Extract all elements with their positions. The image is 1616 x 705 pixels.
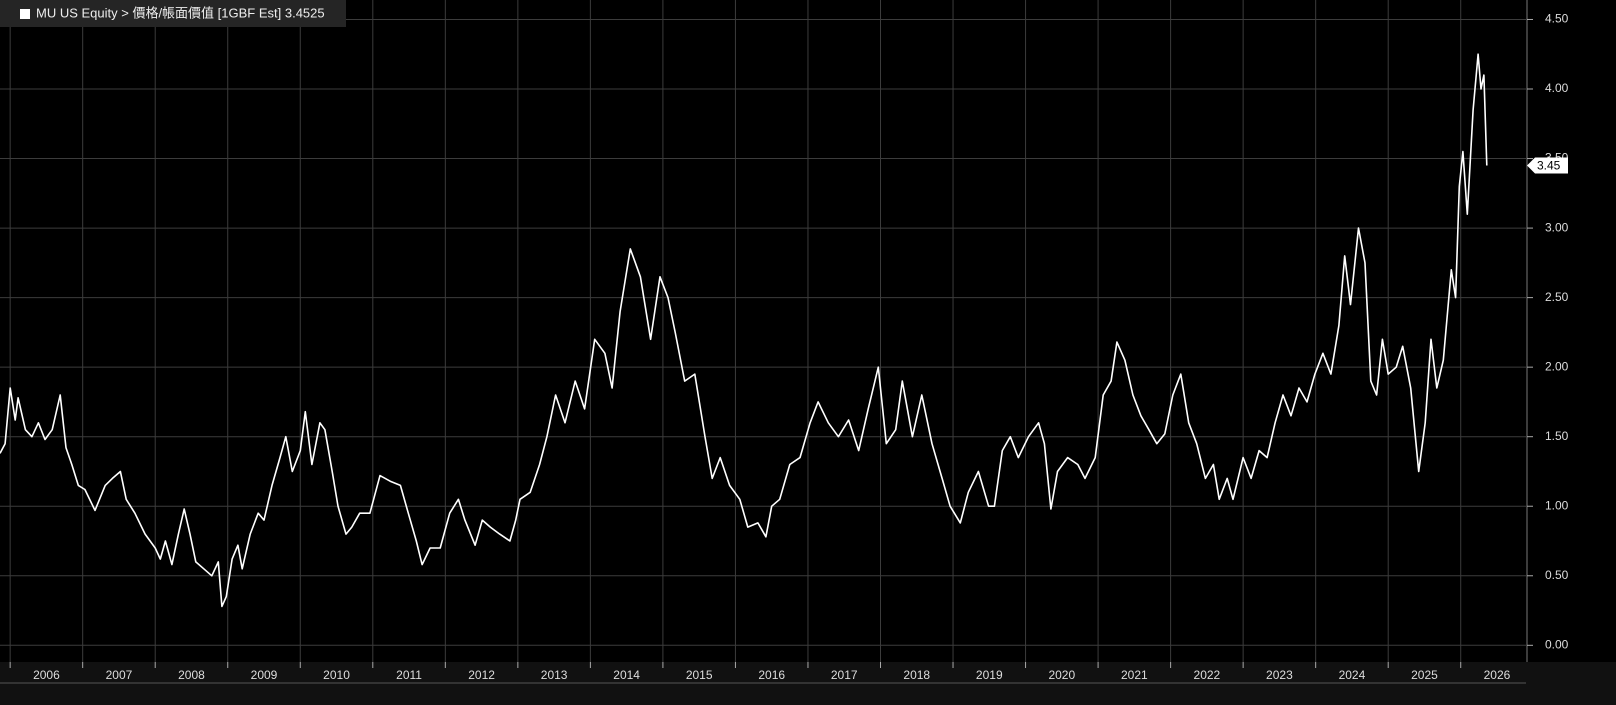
last-value-label: 3.45 (1537, 159, 1561, 173)
x-tick-label: 2026 (1484, 668, 1511, 682)
x-tick-label: 2019 (976, 668, 1003, 682)
x-tick-label: 2025 (1411, 668, 1438, 682)
x-tick-label: 2013 (541, 668, 568, 682)
last-value-tag (1527, 157, 1568, 174)
y-tick-label: 0.00 (1545, 637, 1569, 651)
legend-box (0, 0, 346, 27)
x-tick-label: 2006 (33, 668, 60, 682)
y-tick-label: 1.00 (1545, 498, 1569, 512)
legend-swatch (20, 9, 30, 19)
x-tick-label: 2012 (468, 668, 495, 682)
axes: 0.000.501.001.502.002.503.003.504.004.50… (9, 12, 1569, 682)
series-line (0, 53, 1488, 608)
x-tick-label: 2009 (251, 668, 278, 682)
x-tick-label: 2022 (1194, 668, 1221, 682)
y-tick-label: 4.00 (1545, 81, 1569, 95)
x-tick-label: 2021 (1121, 668, 1148, 682)
legend-label: MU US Equity > 價格/帳面價值 [1GBF Est] 3.4525 (36, 5, 325, 20)
y-tick-label: 2.50 (1545, 290, 1569, 304)
x-tick-label: 2014 (613, 668, 640, 682)
x-tick-label: 2008 (178, 668, 205, 682)
x-tick-label: 2017 (831, 668, 858, 682)
x-tick-label: 2020 (1048, 668, 1075, 682)
plot (0, 53, 1488, 608)
y-tick-label: 2.00 (1545, 359, 1569, 373)
x-tick-label: 2023 (1266, 668, 1293, 682)
x-tick-label: 2024 (1339, 668, 1366, 682)
x-tick-label: 2010 (323, 668, 350, 682)
x-tick-label: 2015 (686, 668, 713, 682)
y-tick-label: 0.50 (1545, 568, 1569, 582)
y-tick-label: 1.50 (1545, 429, 1569, 443)
x-tick-label: 2007 (106, 668, 133, 682)
grid (0, 0, 1526, 662)
x-tick-label: 2018 (903, 668, 930, 682)
y-tick-label: 3.00 (1545, 220, 1569, 234)
x-tick-label: 2011 (396, 668, 422, 682)
y-tick-label: 4.50 (1545, 12, 1569, 26)
x-tick-label: 2016 (758, 668, 785, 682)
